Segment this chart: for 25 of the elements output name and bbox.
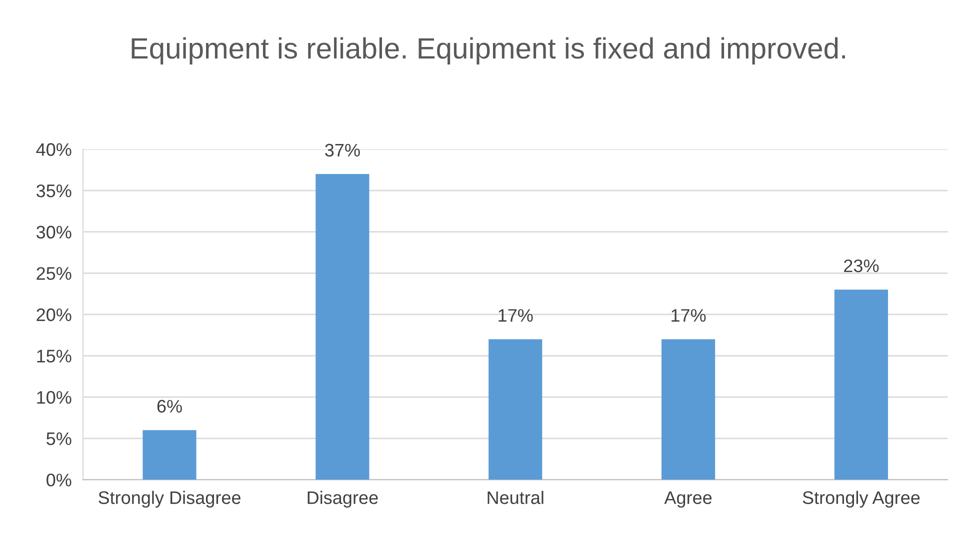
x-tick-label: Neutral bbox=[488, 490, 544, 504]
bar bbox=[488, 339, 542, 480]
data-label: 17% bbox=[672, 309, 706, 322]
data-label: 6% bbox=[157, 400, 182, 413]
data-label: 23% bbox=[844, 259, 879, 272]
y-tick-label: 10% bbox=[37, 391, 72, 404]
bar bbox=[834, 290, 888, 480]
bar bbox=[316, 174, 370, 480]
x-tick-label: Strongly Disagree bbox=[98, 490, 240, 508]
y-tick-label: 35% bbox=[36, 184, 72, 198]
y-tick-label: 40% bbox=[36, 143, 72, 156]
y-tick-label: 30% bbox=[36, 226, 72, 239]
y-tick-label: 20% bbox=[36, 308, 72, 322]
x-tick-label: Agree bbox=[664, 491, 712, 508]
chart-title: Equipment is reliable. Equipment is fixed and improved. bbox=[132, 37, 845, 64]
y-tick-label: 25% bbox=[36, 267, 72, 280]
data-label: 37% bbox=[325, 144, 360, 157]
y-tick-label: 15% bbox=[37, 350, 72, 362]
y-tick-label: 0% bbox=[46, 474, 72, 486]
x-tick-label: Strongly Agree bbox=[802, 490, 920, 508]
bar bbox=[661, 339, 716, 480]
data-label: 17% bbox=[498, 309, 533, 322]
bar bbox=[142, 430, 196, 480]
y-tick-label: 5% bbox=[46, 432, 72, 446]
x-tick-label: Disagree bbox=[308, 490, 378, 508]
